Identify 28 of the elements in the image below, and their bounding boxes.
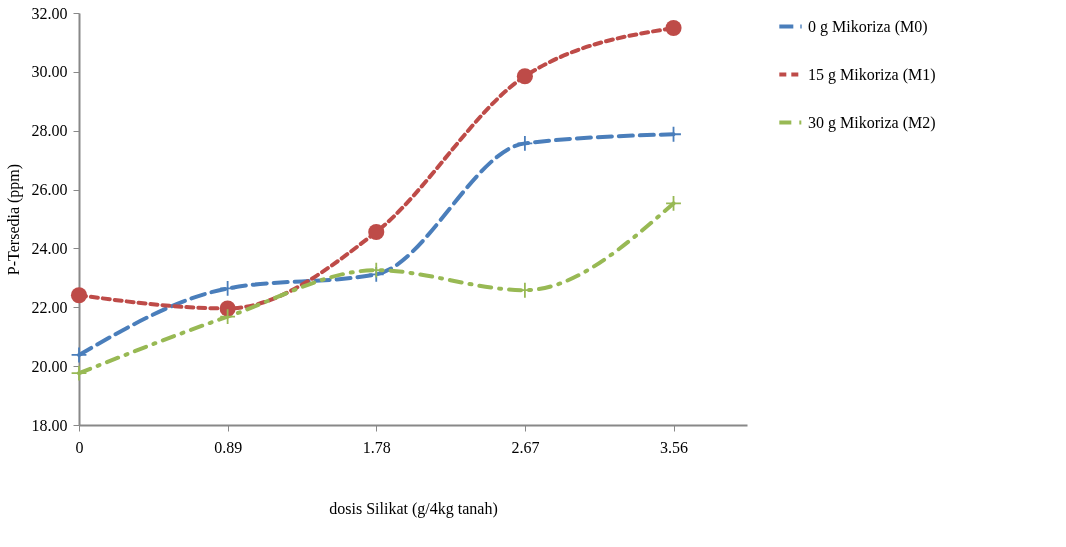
x-tick-label: 3.56 (660, 438, 689, 456)
point (665, 19, 682, 37)
x-tick-label: 1.78 (362, 438, 391, 456)
y-tick-label: 18.00 (31, 416, 68, 434)
y-tick-label: 28.00 (31, 122, 68, 140)
y-tick-label: 30.00 (31, 63, 68, 81)
point (516, 68, 533, 85)
point (70, 346, 88, 364)
point (516, 135, 534, 152)
point (70, 287, 88, 304)
y-tick-label: 32.00 (31, 4, 68, 22)
point (219, 308, 236, 326)
y-tick-label: 22.00 (31, 298, 68, 316)
point (665, 195, 682, 212)
y-tick-label: 20.00 (31, 357, 68, 375)
x-tick-label: 0 (75, 438, 84, 456)
point (219, 280, 236, 297)
y-tick-label: 24.00 (31, 239, 68, 257)
x-tick-label: 2.67 (511, 438, 540, 456)
legend-label: 0 g Mikoriza (M0) (808, 17, 928, 36)
y-axis-title: P-Tersedia (ppm) (4, 163, 23, 276)
point (70, 364, 88, 382)
y-tick-label: 26.00 (31, 181, 68, 199)
point (368, 223, 385, 240)
legend-label: 30 g Mikoriza (M2) (808, 113, 936, 132)
x-axis-title: dosis Silikat (g/4kg tanah) (329, 499, 498, 518)
x-tick-label: 0.89 (214, 438, 243, 456)
legend-label: 15 g Mikoriza (M1) (808, 65, 936, 84)
